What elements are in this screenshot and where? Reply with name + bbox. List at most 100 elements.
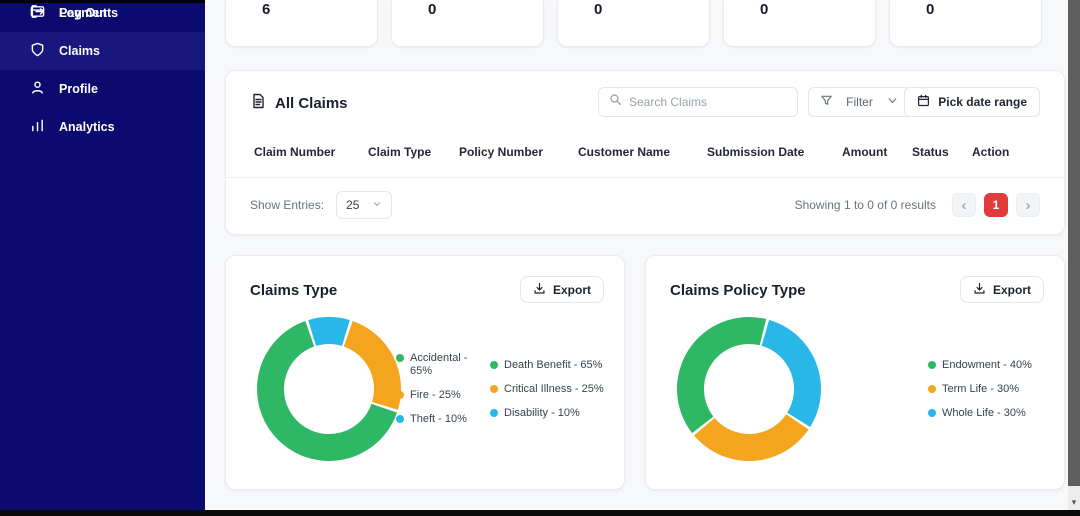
prev-page-button[interactable]: ‹ bbox=[952, 193, 976, 217]
chevron-right-icon: › bbox=[1025, 196, 1031, 214]
legend-item: Whole Life - 30% bbox=[928, 407, 1032, 420]
page-number-button[interactable]: 1 bbox=[984, 193, 1008, 217]
sidebar-item-label: Claims bbox=[59, 44, 100, 58]
donut-chart bbox=[677, 317, 821, 461]
main-content: 6 0 0 0 0 All Claims bbox=[205, 0, 1068, 510]
column-header: Amount bbox=[842, 145, 888, 159]
sidebar-nav: Payments Claims Profile Analytics bbox=[0, 0, 205, 146]
filter-button[interactable]: Filter bbox=[808, 87, 911, 117]
sidebar-item-analytics[interactable]: Analytics bbox=[0, 108, 205, 146]
shield-icon bbox=[30, 42, 45, 60]
column-header: Claim Type bbox=[368, 145, 432, 159]
chevron-left-icon: ‹ bbox=[961, 196, 967, 214]
export-label: Export bbox=[992, 282, 1031, 297]
legend-label: Critical Illness - 25% bbox=[504, 382, 604, 395]
stat-value: 6 bbox=[262, 1, 271, 18]
chart-title: Claims Type bbox=[250, 282, 338, 299]
scrollbar-thumb[interactable] bbox=[1068, 0, 1080, 486]
logout-button[interactable]: Log Out bbox=[0, 0, 205, 32]
chevron-down-icon bbox=[886, 94, 899, 110]
sidebar-item-label: Payments bbox=[59, 6, 119, 20]
legend-dot-icon bbox=[396, 391, 404, 399]
scroll-down-button[interactable]: ▾ bbox=[1068, 494, 1080, 510]
donut-segment-endowment bbox=[677, 317, 767, 434]
legend-dot-icon bbox=[490, 360, 498, 369]
column-header: Customer Name bbox=[578, 145, 671, 159]
chart-title: Claims Policy Type bbox=[670, 282, 806, 299]
entries-control: Show Entries: 25 bbox=[250, 191, 393, 219]
claims-type-donut bbox=[254, 314, 404, 464]
search-box bbox=[598, 87, 798, 117]
person-icon bbox=[30, 80, 45, 98]
legend-item: Fire - 25% bbox=[396, 389, 468, 402]
legend-dot-icon bbox=[396, 354, 404, 362]
calendar-icon bbox=[917, 94, 930, 110]
pagination: Showing 1 to 0 of 0 results ‹ 1 › bbox=[795, 193, 1040, 217]
entries-select[interactable]: 25 bbox=[336, 191, 393, 219]
sidebar-footer: Log Out bbox=[0, 0, 205, 498]
entries-value: 25 bbox=[346, 198, 360, 212]
date-range-button[interactable]: Pick date range bbox=[904, 87, 1040, 117]
bottom-bar bbox=[0, 510, 1080, 516]
export-button[interactable]: Export bbox=[959, 276, 1044, 303]
legend-label: Endowment - 40% bbox=[942, 358, 1032, 371]
stat-card: 0 bbox=[557, 0, 710, 47]
document-icon bbox=[250, 93, 266, 113]
export-label: Export bbox=[552, 282, 591, 297]
date-range-label: Pick date range bbox=[938, 95, 1027, 109]
stat-card: 0 bbox=[391, 0, 544, 47]
download-icon bbox=[533, 282, 546, 298]
donut-segment-fire bbox=[343, 321, 402, 410]
sidebar-item-label: Analytics bbox=[59, 120, 115, 134]
stats-row: 6 0 0 0 0 bbox=[225, 0, 1042, 47]
logout-label: Log Out bbox=[59, 6, 107, 20]
legend-dot-icon bbox=[490, 384, 498, 393]
chevron-down-icon bbox=[372, 198, 382, 212]
legend-column: Endowment - 40% Term Life - 30% Whole Life… bbox=[928, 314, 1032, 464]
next-page-button[interactable]: › bbox=[1016, 193, 1040, 217]
logout-icon bbox=[30, 4, 45, 22]
stat-value: 0 bbox=[594, 1, 603, 18]
bar-chart-icon bbox=[30, 118, 45, 136]
stat-value: 0 bbox=[760, 1, 769, 18]
show-entries-label: Show Entries: bbox=[250, 198, 325, 212]
legend-dot-icon bbox=[928, 408, 936, 417]
column-header: Action bbox=[972, 145, 1010, 159]
donut-segment-accidental bbox=[257, 321, 397, 461]
panel-title: All Claims bbox=[250, 93, 348, 113]
all-claims-panel: All Claims Filter bbox=[225, 70, 1065, 235]
stat-card: 6 bbox=[225, 0, 378, 47]
legend-label: Accidental - 65% bbox=[410, 352, 468, 377]
legend-dot-icon bbox=[396, 415, 404, 423]
top-strip bbox=[0, 0, 205, 3]
legend-item: Critical Illness - 25% bbox=[490, 383, 604, 396]
legend-item: Disability - 10% bbox=[490, 407, 604, 420]
legend-label: Term Life - 30% bbox=[942, 382, 1020, 395]
legend-label: Death Benefit - 65% bbox=[504, 358, 603, 371]
legend-dot-icon bbox=[928, 360, 936, 369]
legend-label: Fire - 25% bbox=[410, 389, 461, 401]
donut-segment-term-life bbox=[694, 414, 809, 461]
legend-item: Accidental - 65% bbox=[396, 352, 468, 378]
legend-label: Theft - 10% bbox=[410, 413, 467, 425]
export-button[interactable]: Export bbox=[519, 276, 604, 303]
sidebar: Payments Claims Profile Analytics bbox=[0, 0, 205, 510]
search-input[interactable] bbox=[629, 95, 787, 109]
stat-value: 0 bbox=[428, 1, 437, 18]
sidebar-item-profile[interactable]: Profile bbox=[0, 70, 205, 108]
donut-chart bbox=[257, 316, 402, 461]
column-header: Status bbox=[912, 145, 949, 159]
page-number: 1 bbox=[992, 198, 1000, 212]
stat-card: 0 bbox=[889, 0, 1042, 47]
claims-policy-donut bbox=[674, 314, 824, 464]
claims-type-card: Claims Type Export Accidental - 65% Fire … bbox=[225, 255, 625, 490]
claims-policy-type-card: Claims Policy Type Export Endowment - 40… bbox=[645, 255, 1065, 490]
column-header: Submission Date bbox=[707, 145, 805, 159]
column-header: Policy Number bbox=[459, 145, 544, 159]
stat-value: 0 bbox=[926, 1, 935, 18]
legend-column: Death Benefit - 65% Critical Illness - 25… bbox=[490, 314, 604, 464]
legend-column: Accidental - 65% Fire - 25% Theft - 10% bbox=[396, 314, 468, 464]
legend-label: Whole Life - 30% bbox=[942, 406, 1026, 419]
sidebar-item-claims[interactable]: Claims bbox=[0, 32, 205, 70]
